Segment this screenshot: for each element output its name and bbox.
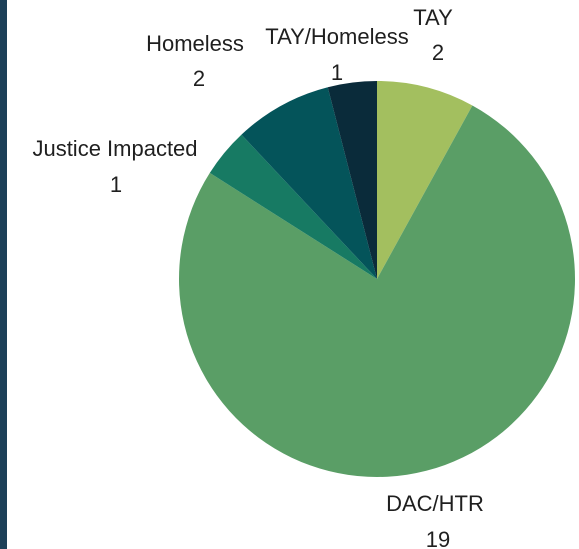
pie-slice-homeless xyxy=(241,87,377,279)
pie-slice-justice-impacted xyxy=(209,134,377,279)
slice-label-tay-name: TAY xyxy=(413,5,453,30)
slice-label-justice-impacted-name: Justice Impacted xyxy=(32,136,197,161)
slice-label-dac-htr-value: 19 xyxy=(426,527,450,549)
slice-label-homeless-name: Homeless xyxy=(146,31,244,56)
slice-label-tay-homeless-name: TAY/Homeless xyxy=(265,24,408,49)
slice-label-tay-homeless-value: 1 xyxy=(331,60,343,85)
pie-slice-tay xyxy=(377,81,473,279)
slice-label-tay-value: 2 xyxy=(432,40,444,65)
pie-slice-tay-homeless xyxy=(327,81,377,279)
slice-label-justice-impacted-value: 1 xyxy=(110,172,122,197)
slice-label-homeless-value: 2 xyxy=(193,66,205,91)
pie-slice-dac-htr xyxy=(179,105,576,477)
left-accent-bar xyxy=(0,0,7,549)
slice-label-dac-htr-name: DAC/HTR xyxy=(386,491,484,516)
